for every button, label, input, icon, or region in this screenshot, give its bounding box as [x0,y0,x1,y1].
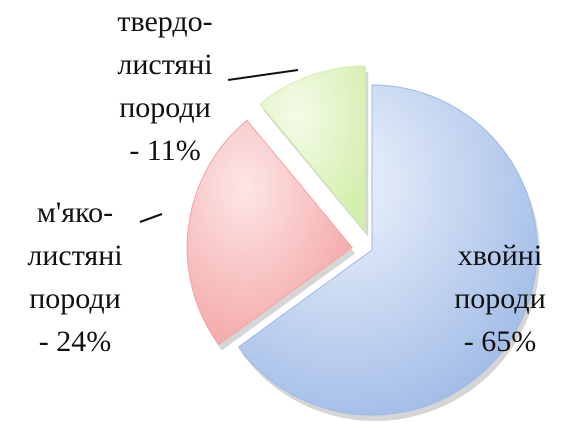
slices [186,65,540,421]
labels: хвойні породи - 65% м'яко-листяні породи - 24… [27,5,545,358]
leader-line [227,69,299,81]
slice [259,65,366,233]
category-label: м'яко-листяні породи [27,196,122,315]
value-label: - 11% [129,134,200,167]
value-label: - 65% [464,325,536,358]
leader-line [139,213,163,223]
slice [186,119,353,346]
category-label: твердо-листяні породи [117,5,212,124]
category-label: хвойні породи [454,239,546,315]
slice [237,84,538,416]
value-label: - 24% [39,325,111,358]
